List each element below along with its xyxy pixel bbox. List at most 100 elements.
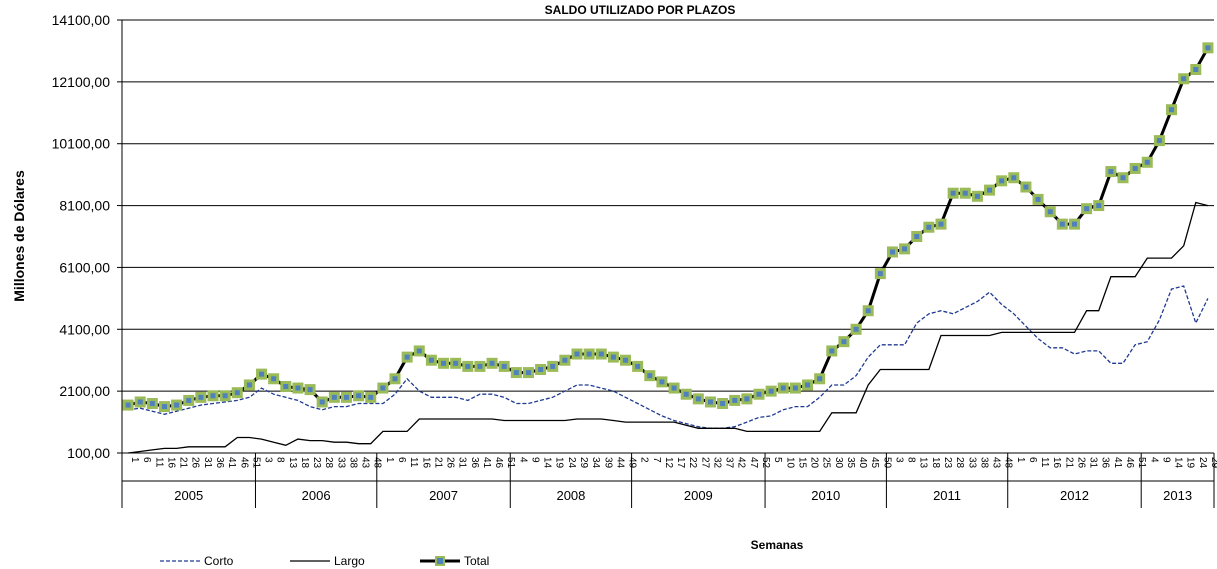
data-point [1141, 156, 1153, 168]
x-tick-label: 31 [1088, 457, 1099, 469]
data-point [510, 367, 522, 379]
data-point [814, 373, 826, 385]
data-point [1202, 42, 1214, 54]
x-tick-label: 38 [978, 457, 989, 469]
data-point [1178, 73, 1190, 85]
data-point [268, 373, 280, 385]
x-tick-label: 24 [1197, 457, 1208, 469]
x-tick-label: 10 [784, 457, 795, 469]
data-point [547, 360, 559, 372]
x-tick-label: 22 [687, 457, 698, 469]
x-tick-label: 6 [396, 457, 407, 463]
data-point [304, 384, 316, 396]
x-tick-label: 27 [699, 457, 710, 469]
data-point [122, 399, 134, 411]
data-point [789, 382, 801, 394]
y-tick-label: 6100,00 [59, 259, 110, 275]
data-point [292, 382, 304, 394]
series-line [127, 47, 1210, 409]
data-point [862, 305, 874, 317]
data-point [947, 187, 959, 199]
y-tick-label: 10100,00 [52, 136, 111, 152]
data-point [231, 387, 243, 399]
x-tick-label: 38 [347, 457, 358, 469]
data-point [438, 357, 450, 369]
x-tick-label: 9 [529, 457, 540, 463]
x-tick-label: 21 [1063, 457, 1074, 469]
year-label: 2011 [933, 488, 961, 503]
x-tick-label: 32 [711, 457, 722, 469]
x-tick-label: 45 [869, 457, 880, 469]
data-point [996, 175, 1008, 187]
x-tick-label: 16 [420, 457, 431, 469]
x-tick-label: 36 [214, 457, 225, 469]
x-tick-label: 18 [930, 457, 941, 469]
data-point [753, 388, 765, 400]
data-point [1117, 172, 1129, 184]
x-tick-label: 44 [614, 457, 625, 469]
x-tick-label: 47 [748, 457, 759, 469]
x-tick-label: 19 [1185, 457, 1196, 469]
year-label: 2007 [429, 488, 458, 503]
x-tick-label: 46 [238, 457, 249, 469]
data-point [522, 367, 534, 379]
data-point [474, 360, 486, 372]
data-point [911, 231, 923, 242]
x-tick-label: 28 [954, 457, 965, 469]
x-tick-label: 33 [335, 457, 346, 469]
x-tick-label: 12 [663, 457, 674, 469]
data-point [704, 396, 716, 408]
y-axis-label: Millones de Dólares [11, 170, 27, 302]
x-tick-label: 41 [226, 457, 237, 469]
data-point [886, 246, 898, 258]
x-tick-label: 26 [445, 457, 456, 469]
series-line [128, 201, 1209, 454]
x-tick-label: 4 [1148, 457, 1159, 463]
data-point [1032, 193, 1044, 205]
data-point [644, 370, 656, 382]
x-tick-label: 18 [299, 457, 310, 469]
data-point [923, 221, 935, 233]
x-tick-label: 26 [1075, 457, 1086, 469]
data-point [207, 390, 219, 402]
data-point [583, 348, 595, 360]
y-tick-label: 14100,00 [52, 12, 111, 28]
x-tick-label: 11 [153, 457, 164, 468]
x-tick-label: 16 [165, 457, 176, 469]
data-point [1044, 206, 1056, 218]
data-point [1020, 181, 1032, 193]
x-tick-label: 29 [1209, 457, 1217, 469]
x-tick-label: 11 [408, 457, 419, 468]
x-tick-label: 28 [323, 457, 334, 469]
x-tick-label: 14 [1173, 457, 1184, 469]
data-point [146, 398, 158, 410]
year-label: 2009 [684, 488, 713, 503]
y-tick-label: 8100,00 [59, 198, 110, 214]
data-point [632, 360, 644, 372]
data-point [668, 382, 680, 394]
x-tick-label: 41 [481, 457, 492, 469]
data-point [656, 376, 668, 388]
data-point [1190, 63, 1202, 75]
x-tick-label: 1 [1015, 457, 1026, 463]
x-tick-label: 37 [724, 457, 735, 469]
x-tick-label: 1 [384, 457, 395, 463]
x-tick-label: 6 [141, 457, 152, 463]
data-point [1068, 218, 1080, 230]
year-label: 2010 [811, 488, 840, 503]
x-tick-label: 4 [517, 457, 528, 463]
x-tick-label: 46 [493, 457, 504, 469]
year-label: 2013 [1163, 488, 1192, 503]
x-tick-label: 2 [639, 457, 650, 463]
x-tick-label: 16 [1051, 457, 1062, 469]
x-tick-label: 13 [918, 457, 929, 469]
data-point [256, 368, 268, 380]
data-point [692, 393, 704, 405]
data-point [450, 357, 462, 369]
y-tick-label: 100,00 [67, 445, 110, 461]
y-tick-label: 2100,00 [59, 383, 110, 399]
x-tick-label: 17 [675, 457, 686, 469]
x-tick-label: 41 [1112, 457, 1123, 469]
x-tick-label: 7 [651, 457, 662, 463]
